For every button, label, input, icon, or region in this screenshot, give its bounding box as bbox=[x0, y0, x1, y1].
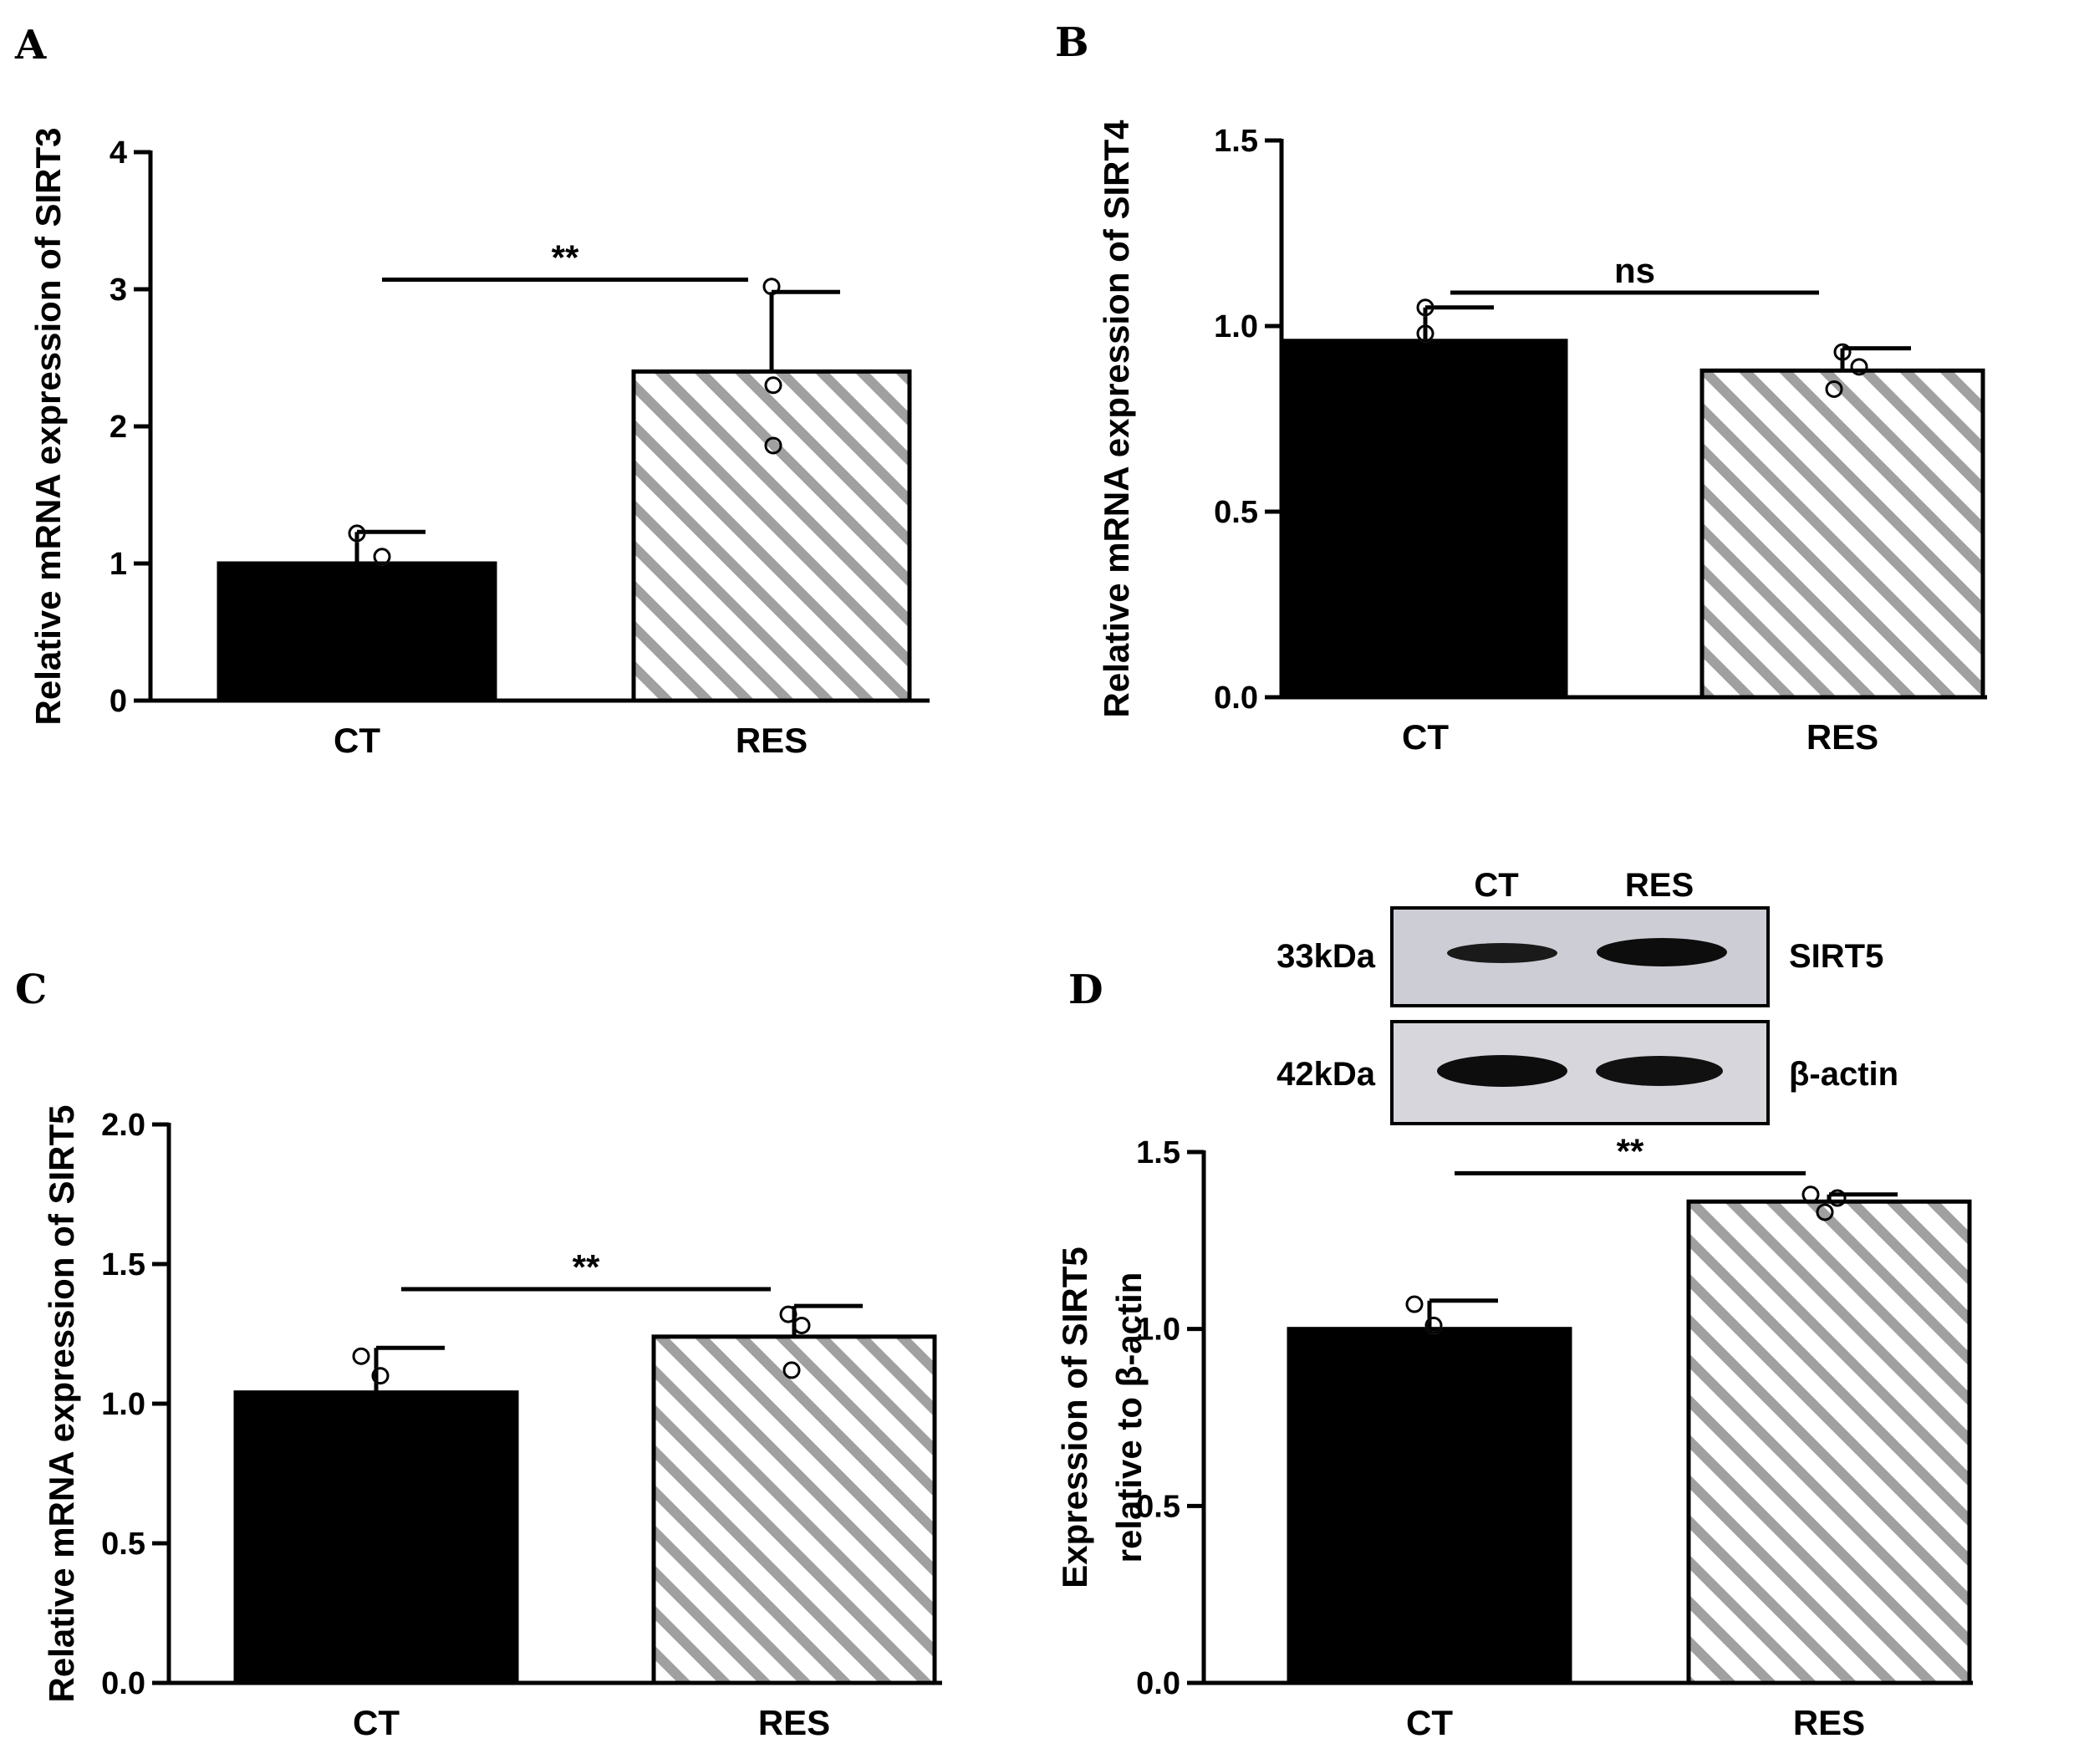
blot-mw-sirt5: 33kDa bbox=[1277, 938, 1376, 975]
data-point bbox=[792, 1316, 811, 1334]
y-axis-title: Relative mRNA expression of SIRT3 bbox=[28, 128, 68, 726]
y-tick-label: 0.5 bbox=[1214, 495, 1258, 530]
data-point bbox=[1816, 1203, 1834, 1221]
chart-panel-a: 0 1 2 3 4 CT RES ** Relative mRNA expression of … bbox=[28, 128, 930, 760]
y-tick-label: 4 bbox=[110, 135, 127, 171]
panel-letter-b: B bbox=[1055, 19, 1089, 66]
bar-ct bbox=[233, 1390, 519, 1685]
x-tick-label: CT bbox=[334, 721, 380, 760]
chart-panel-c: 0.0 0.5 1.0 1.5 2.0 CT RES ** Relative mRNA expr… bbox=[42, 1105, 942, 1742]
data-point bbox=[762, 278, 781, 296]
data-point-outline bbox=[1416, 298, 1434, 317]
blot-protein-beta-actin: β-actin bbox=[1789, 1056, 1898, 1093]
y-tick-label: 0.0 bbox=[1136, 1666, 1180, 1701]
y-tick-label: 0.5 bbox=[1136, 1489, 1180, 1524]
x-tick-label: RES bbox=[1793, 1703, 1865, 1742]
data-point bbox=[1801, 1185, 1820, 1204]
x-tick-label: RES bbox=[758, 1703, 830, 1742]
data-point bbox=[1833, 343, 1852, 361]
y-tick-label: 1.0 bbox=[1214, 309, 1258, 344]
bar-res bbox=[631, 369, 912, 703]
y-axis-title: Relative mRNA expression of SIRT5 bbox=[42, 1105, 81, 1703]
y-tick-label: 0 bbox=[110, 684, 127, 719]
x-tick-label: CT bbox=[353, 1703, 400, 1742]
panel-letter-a: A bbox=[14, 22, 47, 69]
y-tick-label: 0.0 bbox=[1214, 681, 1258, 716]
band-sirt5-ct bbox=[1447, 943, 1557, 963]
data-point-outline bbox=[1405, 1295, 1424, 1313]
band-sirt5-res bbox=[1597, 938, 1727, 966]
data-point-outline bbox=[1424, 1316, 1443, 1334]
y-tick-label: 1.5 bbox=[1136, 1135, 1180, 1170]
x-tick-label: RES bbox=[736, 721, 808, 760]
blot-mw-beta-actin: 42kDa bbox=[1277, 1056, 1376, 1093]
panel-letter-d: D bbox=[1068, 966, 1103, 1013]
chart-panel-b: 0.0 0.5 1.0 1.5 CT RES ns Relative mRNA express… bbox=[1097, 120, 1987, 757]
data-point-outline bbox=[373, 548, 391, 566]
band-actin-res bbox=[1596, 1056, 1723, 1086]
data-point bbox=[764, 436, 782, 455]
bar-res bbox=[651, 1334, 937, 1685]
y-tick-label: 1.0 bbox=[1136, 1313, 1180, 1348]
y-tick-label: 0.5 bbox=[101, 1527, 145, 1562]
data-point bbox=[779, 1305, 797, 1323]
data-point-outline bbox=[1416, 324, 1434, 343]
significance-label: ** bbox=[552, 238, 579, 278]
band-actin-ct bbox=[1437, 1055, 1567, 1087]
data-point-outline bbox=[348, 524, 366, 543]
data-point-outline bbox=[352, 1347, 370, 1365]
data-point bbox=[1825, 380, 1843, 398]
y-tick-label: 1.5 bbox=[101, 1247, 145, 1282]
data-point bbox=[1850, 358, 1868, 376]
significance-label: ** bbox=[573, 1247, 600, 1287]
y-tick-label: 0.0 bbox=[101, 1666, 145, 1701]
y-tick-label: 2.0 bbox=[101, 1108, 145, 1143]
y-tick-label: 1 bbox=[110, 547, 127, 582]
y-tick-label: 2 bbox=[110, 410, 127, 445]
y-tick-label: 3 bbox=[110, 273, 127, 308]
data-point bbox=[764, 376, 782, 395]
data-point bbox=[1828, 1189, 1847, 1207]
blot-column-res: RES bbox=[1625, 867, 1694, 904]
bar-ct bbox=[1287, 1327, 1572, 1685]
blot-protein-sirt5: SIRT5 bbox=[1789, 938, 1883, 975]
x-tick-label: CT bbox=[1406, 1703, 1453, 1742]
blot-column-ct: CT bbox=[1474, 867, 1518, 904]
western-blot: CT RES 33kDa 42kDa SIRT5 β-actin bbox=[1277, 867, 1898, 1125]
y-axis-title-line2: relative to β-actin bbox=[1109, 1272, 1149, 1563]
x-tick-label: RES bbox=[1806, 717, 1878, 757]
significance-label: ** bbox=[1617, 1131, 1644, 1170]
chart-panel-d: 0.0 0.5 1.0 1.5 CT RES ** Expression of SIRT5 re… bbox=[1055, 1131, 1973, 1742]
y-axis-title: Expression of SIRT5 bbox=[1055, 1247, 1094, 1588]
bar-res bbox=[1686, 1199, 1972, 1685]
panel-letter-c: C bbox=[15, 966, 47, 1013]
y-axis-title: Relative mRNA expression of SIRT4 bbox=[1097, 120, 1136, 718]
x-tick-label: CT bbox=[1402, 717, 1449, 757]
bar-ct bbox=[217, 561, 497, 703]
data-point bbox=[782, 1361, 801, 1379]
y-tick-label: 1.0 bbox=[101, 1387, 145, 1422]
y-tick-label: 1.5 bbox=[1214, 124, 1258, 159]
significance-label: ns bbox=[1614, 251, 1655, 290]
data-point-outline bbox=[371, 1367, 390, 1385]
bar-res bbox=[1699, 368, 1985, 700]
bar-ct bbox=[1282, 339, 1568, 700]
